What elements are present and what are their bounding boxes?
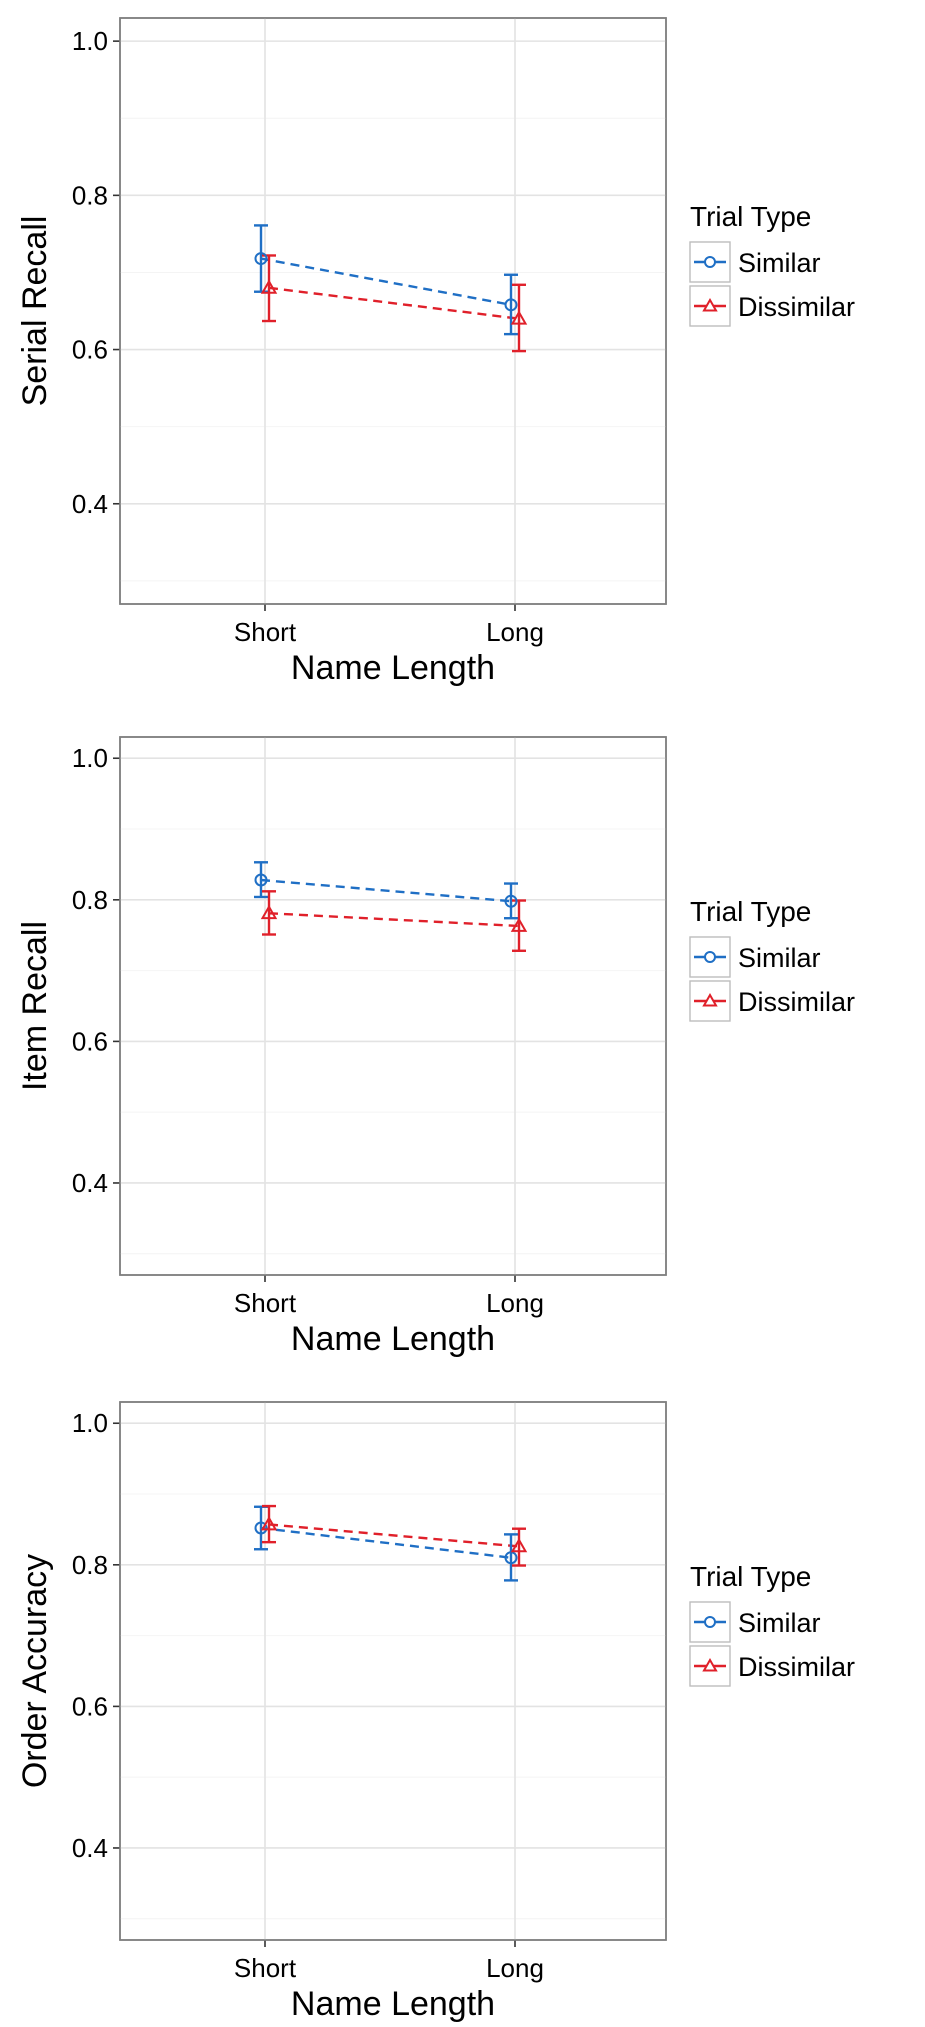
y-tick-label: 0.8 [72,1550,108,1580]
y-tick-label: 0.6 [72,1026,108,1056]
legend-label-dissimilar: Dissimilar [738,292,855,322]
y-tick-label: 1.0 [72,1408,108,1438]
legend-label-similar: Similar [738,1608,821,1638]
y-tick-label: 0.8 [72,180,108,210]
data-point-similar [504,298,518,312]
x-tick-label-short: Short [234,617,297,647]
series-line-dissimilar [268,286,520,320]
y-axis-title: Serial Recall [16,216,54,407]
data-point-similar [504,894,518,908]
x-tick-label-long: Long [486,1288,544,1318]
error-bar-dissimilar [512,899,526,952]
data-point-similar [254,873,268,887]
series-line-dissimilar [268,912,520,928]
y-tick-label: 0.6 [72,1691,108,1721]
legend: Trial Type Similar Dissimilar [689,1561,855,1687]
x-tick-label-long: Long [486,617,544,647]
error-bar-similar [504,882,518,920]
error-bar-similar [504,1533,518,1582]
x-axis-title: Name Length [291,1985,495,2022]
plot-area [119,1401,667,1941]
legend-label-dissimilar: Dissimilar [738,1652,855,1682]
legend-title: Trial Type [690,201,811,232]
plot-border [119,1401,667,1941]
error-bar-similar [254,861,268,899]
data-point-similar [254,1521,268,1535]
legend-label-similar: Similar [738,248,821,278]
y-tick-label: 1.0 [72,26,108,56]
legend: Trial Type Similar Dissimilar [689,896,855,1022]
error-bar-dissimilar [262,890,276,936]
data-point-dissimilar [510,917,528,932]
y-tick-label: 0.6 [72,335,108,365]
legend-label-similar: Similar [738,943,821,973]
plot-area [119,736,667,1276]
data-point-dissimilar [260,904,278,920]
plot-border [119,736,667,1276]
plot-border [119,17,667,605]
error-bar-similar [254,224,268,293]
x-tick-label-short: Short [234,1953,297,1983]
x-axis-title: Name Length [291,1320,495,1358]
y-tick-label: 0.4 [72,1168,108,1198]
y-tick-label: 0.8 [72,885,108,915]
y-axis-title: Order Accuracy [16,1554,54,1788]
y-tick-label: 0.4 [72,1833,108,1863]
x-tick-label-long: Long [486,1953,544,1983]
series-line-dissimilar [268,1523,520,1548]
legend-title: Trial Type [690,896,811,927]
legend-title: Trial Type [690,1561,811,1592]
series-line-similar [260,257,512,307]
data-point-dissimilar [510,310,528,325]
error-bar-dissimilar [512,283,526,353]
legend: Trial Type Similar Dissimilar [689,201,855,327]
plot-area [119,17,667,605]
series-line-similar [260,1526,512,1559]
y-tick-label: 0.4 [72,489,108,519]
data-point-similar [254,252,268,266]
error-bar-dissimilar [262,1504,276,1544]
data-point-dissimilar [510,1537,528,1553]
x-axis-title: Name Length [291,649,495,687]
y-tick-label: 1.0 [72,743,108,773]
series-line-similar [260,878,512,903]
data-point-dissimilar [260,1515,278,1531]
x-tick-label-short: Short [234,1288,297,1318]
error-bar-dissimilar [512,1527,526,1567]
y-axis-title: Item Recall [16,921,54,1091]
data-point-dissimilar [260,279,278,294]
legend-label-dissimilar: Dissimilar [738,987,855,1017]
